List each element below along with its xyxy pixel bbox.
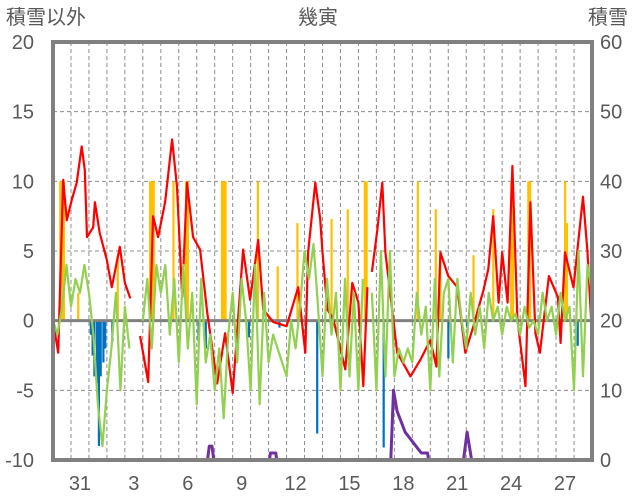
x-tick-label: 3	[128, 473, 139, 495]
x-tick-label: 15	[338, 473, 360, 495]
x-tick-label: 6	[182, 473, 193, 495]
bar-orange	[511, 181, 515, 321]
left-y-tick-label: 20	[12, 32, 34, 54]
x-tick-label: 24	[500, 473, 522, 495]
bar-blue	[247, 320, 251, 338]
bar-blue	[382, 320, 385, 448]
right-y-tick-label: 60	[600, 32, 622, 54]
right-axis-title: 積雪	[588, 6, 628, 29]
right-y-axis-ticks: 60 50 40 30 20 10 0	[600, 32, 622, 472]
plot-border	[51, 40, 594, 462]
bar-blue	[97, 320, 101, 447]
left-y-tick-label: 10	[12, 171, 34, 193]
bar-blue	[102, 320, 105, 363]
bar-orange	[472, 255, 475, 321]
bar-orange	[224, 181, 227, 321]
bar-orange	[276, 266, 279, 321]
left-y-axis-ticks: 20 15 10 5 0 -5 -10	[5, 32, 34, 472]
bar-orange	[149, 181, 152, 321]
left-y-tick-label: 15	[12, 102, 34, 124]
left-y-tick-label: 5	[23, 241, 34, 263]
bar-orange	[510, 181, 513, 321]
left-y-tick-label: -10	[5, 450, 34, 472]
bar-blue	[89, 320, 92, 335]
x-tick-label: 21	[446, 473, 468, 495]
bar-blue	[576, 320, 579, 346]
right-y-tick-label: 40	[600, 171, 622, 193]
right-y-tick-label: 10	[600, 380, 622, 402]
x-tick-label: 9	[236, 473, 247, 495]
bar-blue	[104, 320, 107, 349]
bar-orange	[434, 209, 437, 321]
bar-blue	[447, 320, 450, 359]
bar-orange	[439, 257, 442, 321]
left-axis-title: 積雪以外	[6, 6, 86, 29]
right-y-tick-label: 20	[600, 311, 622, 333]
bar-orange	[62, 181, 65, 321]
bar-orange	[330, 218, 333, 321]
bar-orange	[363, 181, 366, 321]
bar-orange	[365, 181, 368, 321]
bar-orange	[222, 181, 225, 321]
x-tick-label: 31	[69, 473, 91, 495]
plot-frame	[51, 40, 594, 462]
x-tick-label: 18	[392, 473, 414, 495]
bar-orange	[116, 255, 119, 321]
bar-orange	[220, 181, 224, 321]
x-axis-ticks: 31 3 6 9 12 15 18 21 24 27	[69, 473, 576, 495]
bar-orange	[346, 209, 349, 321]
bar-orange	[77, 292, 80, 321]
series-green-line	[51, 242, 594, 448]
chart-title: 幾寅	[298, 6, 338, 29]
bar-blue	[204, 320, 207, 349]
bar-orange	[565, 223, 569, 321]
bar-blue	[316, 320, 319, 434]
x-tick-label: 27	[554, 473, 576, 495]
left-y-tick-label: 0	[23, 311, 34, 333]
bar-blue	[99, 320, 102, 377]
right-y-tick-label: 50	[600, 102, 622, 124]
bar-orange	[186, 181, 189, 321]
bar-orange	[492, 209, 495, 321]
bar-orange	[564, 181, 567, 321]
right-y-tick-label: 30	[600, 241, 622, 263]
bar-orange	[184, 181, 188, 321]
left-y-tick-label: -5	[16, 380, 34, 402]
bar-orange	[416, 181, 419, 321]
bar-orange	[152, 181, 155, 321]
bar-orange	[296, 223, 299, 321]
x-tick-label: 12	[284, 473, 306, 495]
lines-layer	[51, 138, 594, 462]
right-y-tick-label: 0	[600, 450, 611, 472]
bar-blue	[96, 320, 99, 384]
bar-orange	[172, 181, 175, 321]
